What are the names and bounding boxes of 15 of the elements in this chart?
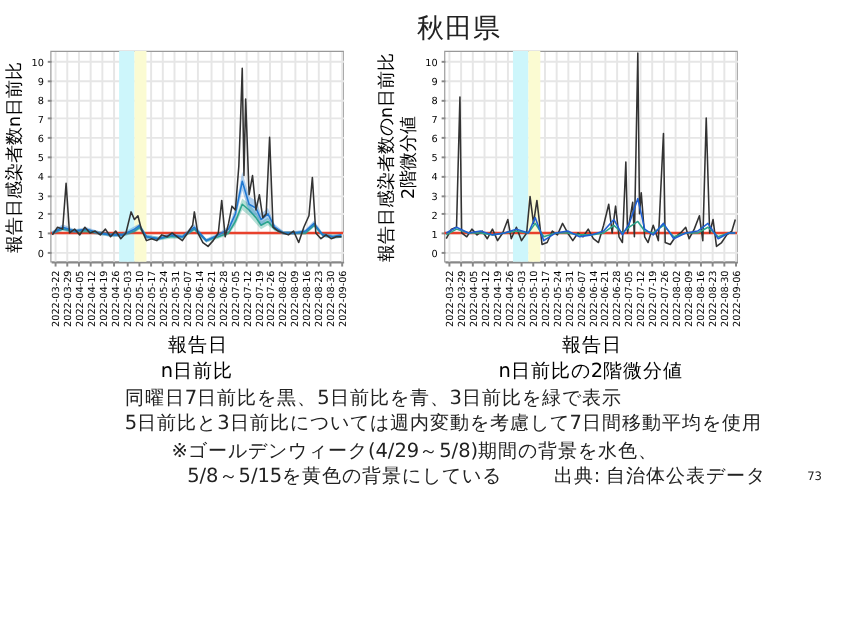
x-axis-title: 報告日 [561, 332, 622, 357]
line-series [51, 67, 343, 248]
text: n日前比の2階微分値 [498, 358, 684, 383]
text: 同曜日7日前比を黒、5日前比を青、3日前比を緑で表示 [124, 386, 622, 411]
text: 5/8～5/15を黄色の背景にしている [187, 464, 503, 488]
line-series [445, 52, 737, 248]
text: 5日前比と3日前比については週内変動を考慮して7日間移動平均を使用 [124, 411, 762, 436]
source-note: 出典: 自治体公表データ [553, 464, 767, 488]
y-axis-title: 報告日感染者数のn日前比 2階微分値 [376, 52, 420, 262]
x-axis-title: 報告日 [167, 332, 228, 357]
y-axis-title: 報告日感染者数n日前比 [3, 61, 26, 253]
text: n日前比 [160, 358, 234, 383]
text: ※ゴールデンウィーク(4/29～5/8)期間の背景を水色、 [171, 438, 659, 463]
text: 秋田県 [417, 13, 502, 46]
line-series [445, 197, 737, 242]
